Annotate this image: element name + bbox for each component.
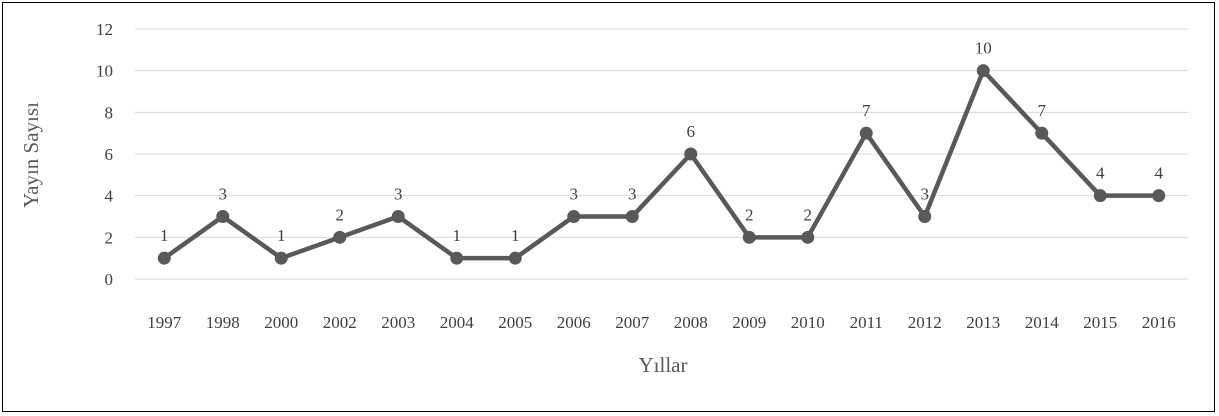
data-label: 3 xyxy=(570,185,579,204)
data-point xyxy=(333,230,347,244)
data-point xyxy=(157,251,171,265)
data-labels: 1 3 1 2 3 1 1 3 3 6 2 2 7 3 10 7 4 4 xyxy=(160,39,1164,246)
y-tick-label: 2 xyxy=(105,228,114,247)
x-tick-label: 2008 xyxy=(674,313,708,332)
data-label: 4 xyxy=(1155,164,1164,183)
data-label: 3 xyxy=(219,185,228,204)
x-tick-label: 2004 xyxy=(440,313,475,332)
x-tick-label: 2009 xyxy=(732,313,766,332)
x-tick-label: 2012 xyxy=(908,313,942,332)
data-point xyxy=(1152,189,1166,203)
x-tick-label: 2016 xyxy=(1142,313,1176,332)
x-tick-label: 2002 xyxy=(323,313,357,332)
data-point xyxy=(625,210,639,223)
y-tick-label: 10 xyxy=(96,62,113,81)
x-tick-label: 2006 xyxy=(557,313,591,332)
data-label: 4 xyxy=(1096,164,1105,183)
y-axis-title: Yayın Sayısı xyxy=(19,102,43,208)
x-tick-label: 2013 xyxy=(966,313,1000,332)
y-tick-label: 12 xyxy=(96,20,113,39)
y-tick-label: 0 xyxy=(105,270,114,289)
data-point xyxy=(508,251,522,265)
y-tick-label: 6 xyxy=(105,145,114,164)
y-tick-label: 4 xyxy=(105,187,114,206)
data-point xyxy=(567,210,581,223)
data-point xyxy=(801,230,815,244)
data-point xyxy=(1093,189,1107,203)
data-label: 1 xyxy=(453,226,462,245)
data-point xyxy=(742,230,756,244)
data-label: 6 xyxy=(687,122,696,141)
x-tick-label: 2005 xyxy=(498,313,532,332)
data-label: 2 xyxy=(745,205,754,224)
x-tick-label: 2003 xyxy=(381,313,415,332)
x-tick-label: 1998 xyxy=(206,313,240,332)
data-label: 2 xyxy=(336,205,345,224)
data-point xyxy=(976,64,990,78)
data-label: 3 xyxy=(394,185,403,204)
x-tick-label: 2011 xyxy=(850,313,883,332)
x-tick-label: 2007 xyxy=(615,313,650,332)
data-point xyxy=(274,251,288,265)
data-point xyxy=(1035,126,1049,140)
data-point xyxy=(391,210,405,223)
data-label: 1 xyxy=(511,226,520,245)
x-axis-ticks: 1997 1998 2000 2002 2003 2004 2005 2006 2007 2008… xyxy=(147,313,1176,332)
data-label: 3 xyxy=(628,185,637,204)
x-axis-title: Yıllar xyxy=(639,353,688,377)
data-label: 7 xyxy=(1038,101,1047,120)
y-tick-label: 8 xyxy=(105,103,114,122)
data-label: 1 xyxy=(277,226,286,245)
data-label: 10 xyxy=(975,39,992,58)
x-tick-label: 2000 xyxy=(264,313,298,332)
data-label: 2 xyxy=(804,205,813,224)
y-axis-ticks: 0 2 4 6 8 10 12 xyxy=(96,20,114,289)
gridlines xyxy=(135,28,1188,280)
series-line xyxy=(157,64,1166,265)
data-label: 7 xyxy=(862,101,871,120)
data-label: 3 xyxy=(921,185,930,204)
x-tick-label: 2014 xyxy=(1025,313,1060,332)
series-line-path xyxy=(162,68,1161,261)
data-point xyxy=(918,210,932,223)
x-tick-label: 1997 xyxy=(147,313,182,332)
data-point xyxy=(216,210,230,223)
data-label: 1 xyxy=(160,226,169,245)
data-point xyxy=(859,126,873,140)
data-point xyxy=(450,251,464,265)
data-point xyxy=(684,147,698,161)
x-tick-label: 2015 xyxy=(1083,313,1117,332)
x-tick-label: 2010 xyxy=(791,313,825,332)
